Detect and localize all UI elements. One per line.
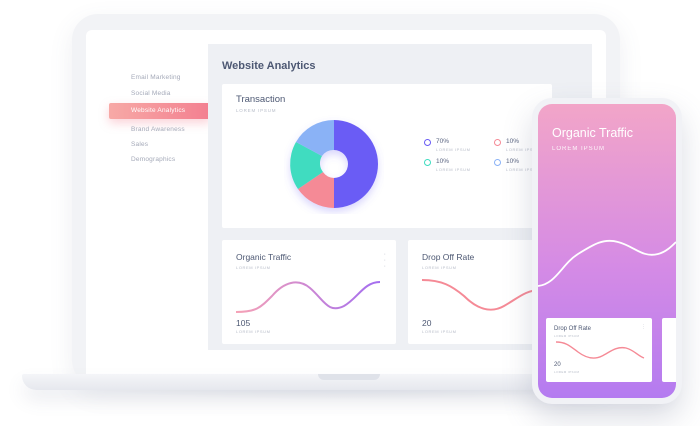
laptop-notch [318,374,380,380]
organic-traffic-subtitle: LOREM IPSUM [236,265,271,270]
legend-item: 10% LOREM IPSUM [494,138,554,156]
organic-traffic-card: Organic Traffic LOREM IPSUM · · · 105 LORE… [222,240,396,344]
phone-card-subtitle: LOREM IPSUM [554,334,580,338]
organic-traffic-value: 105 [236,318,251,328]
legend-dot-icon [424,159,431,166]
phone-card-value-label: LOREM IPSUM [554,370,580,374]
legend-label: LOREM IPSUM [506,147,541,152]
phone-next-card[interactable] [662,318,676,382]
drop-off-subtitle: LOREM IPSUM [422,265,457,270]
legend-item: 10% LOREM IPSUM [424,158,484,176]
phone-card-value: 20 [554,362,561,368]
legend-label: LOREM IPSUM [436,147,471,152]
donut-segment-teal [290,142,323,189]
phone-screen: Organic Traffic LOREM IPSUM Drop Off Rat… [538,104,676,398]
sidebar-item-email-marketing[interactable]: Email Marketing [131,74,181,81]
donut-segment-blue [296,120,334,156]
legend-value: 70% [436,138,450,145]
drop-off-value: 20 [422,318,432,328]
organic-traffic-sparkline [235,281,381,313]
laptop-screen: Email Marketing Social Media Website Ana… [86,30,606,380]
sidebar: Email Marketing Social Media Website Ana… [86,30,211,380]
donut-segment-purple [334,120,378,208]
organic-traffic-title: Organic Traffic [236,252,292,262]
vertical-dots-icon[interactable]: ⋮ [641,324,646,330]
sidebar-item-sales[interactable]: Sales [131,141,149,148]
legend-value: 10% [506,138,520,145]
phone-organic-traffic-wave [538,239,676,287]
laptop-base [22,374,670,390]
page-title: Website Analytics [222,60,316,72]
drop-off-value-label: LOREM IPSUM [422,329,457,334]
donut-segment-pink [298,172,334,208]
transaction-card: Transaction LOREM IPSUM [222,84,552,228]
phone-drop-off-card: Drop Off Rate LOREM IPSUM ⋮ 20 LOREM IPS… [546,318,652,382]
transaction-donut-chart [290,120,378,208]
sidebar-item-demographics[interactable]: Demographics [131,156,176,163]
drop-off-sparkline [421,279,541,311]
legend-dot-icon [424,139,431,146]
drop-off-title: Drop Off Rate [422,252,475,262]
sidebar-item-social-media[interactable]: Social Media [131,90,171,97]
transaction-subtitle: LOREM IPSUM [236,108,277,113]
legend-value: 10% [506,158,520,165]
transaction-title: Transaction [236,94,286,105]
legend-label: LOREM IPSUM [506,167,541,172]
legend-item: 10% LOREM IPSUM [494,158,554,176]
legend-item: 70% LOREM IPSUM [424,138,484,156]
phone-subtitle: LOREM IPSUM [552,146,606,152]
phone-card-sparkline [555,341,645,359]
sidebar-item-website-analytics[interactable]: Website Analytics [109,103,211,119]
legend-dot-icon [494,159,501,166]
sidebar-item-brand-awareness[interactable]: Brand Awareness [131,126,185,133]
phone-card-title: Drop Off Rate [554,326,591,332]
legend-value: 10% [436,158,450,165]
organic-traffic-value-label: LOREM IPSUM [236,329,271,334]
legend-label: LOREM IPSUM [436,167,471,172]
vertical-dots-icon[interactable]: · · · [383,251,386,270]
legend-dot-icon [494,139,501,146]
phone-title: Organic Traffic [552,126,634,140]
